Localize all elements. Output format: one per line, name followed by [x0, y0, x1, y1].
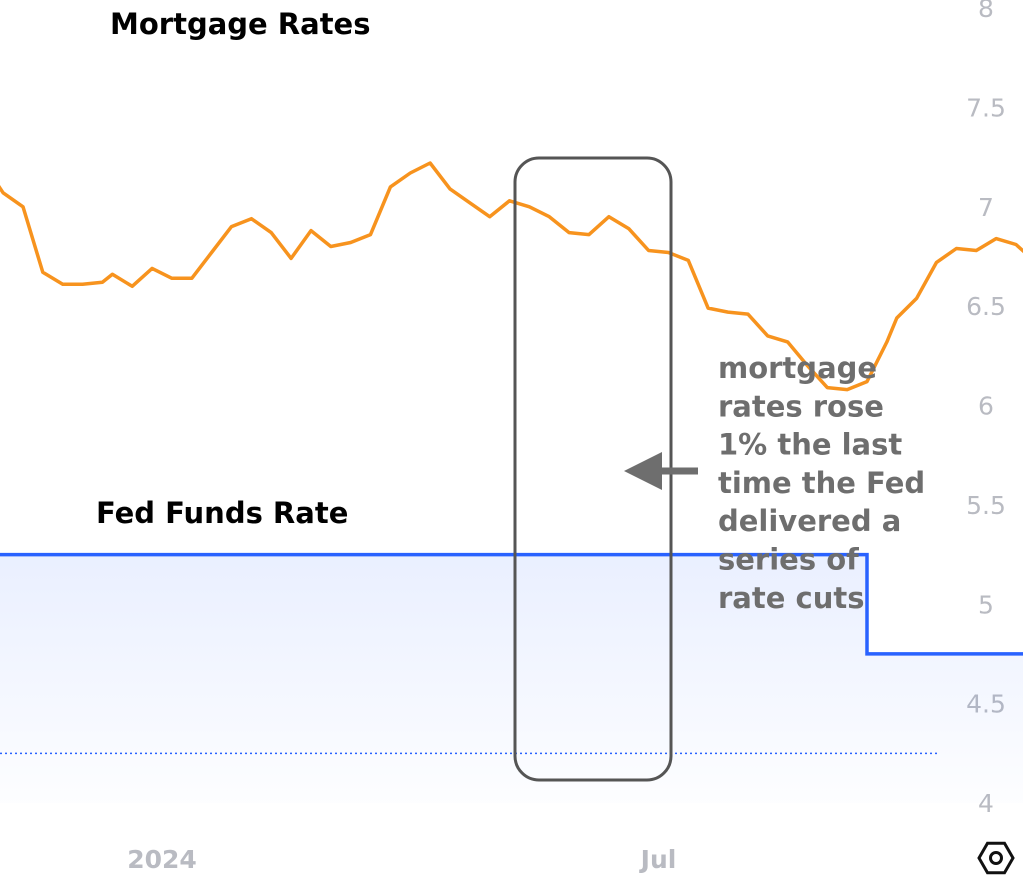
annotation-line: series of — [718, 543, 859, 577]
fed-funds-rate-label: Fed Funds Rate — [96, 496, 348, 530]
x-axis: 2024Jul2025Jul — [127, 845, 677, 874]
y-tick-label: 7 — [978, 193, 994, 222]
annotation-arrow — [624, 452, 698, 490]
annotation-line: delivered a — [718, 504, 901, 538]
y-tick-label: 6.5 — [966, 292, 1006, 321]
settings-icon[interactable] — [977, 841, 1015, 875]
mortgage-rates-line — [0, 161, 1023, 392]
y-tick-label: 6 — [978, 392, 994, 421]
y-tick-label: 5.5 — [966, 491, 1006, 520]
annotation-line: 1% the last — [718, 428, 902, 462]
y-tick-label: 8 — [978, 0, 994, 23]
fed-funds-line — [0, 552, 1023, 656]
annotation-line: mortgage — [718, 351, 877, 385]
y-tick-label: 5 — [978, 590, 994, 619]
annotation-text: mortgage rates rose 1% the last time the Fe… — [718, 351, 925, 615]
x-tick-label: 2024 — [127, 845, 197, 874]
y-tick-label: 7.5 — [966, 93, 1006, 122]
annotation-line: time the Fed — [718, 466, 925, 500]
fed-funds-area — [0, 554, 1023, 803]
mortgage-rates-label: Mortgage Rates — [110, 7, 371, 41]
annotation-line: rates rose — [718, 389, 884, 423]
x-tick-label: Jul — [639, 845, 677, 874]
annotation-line: rate cuts — [718, 581, 864, 615]
